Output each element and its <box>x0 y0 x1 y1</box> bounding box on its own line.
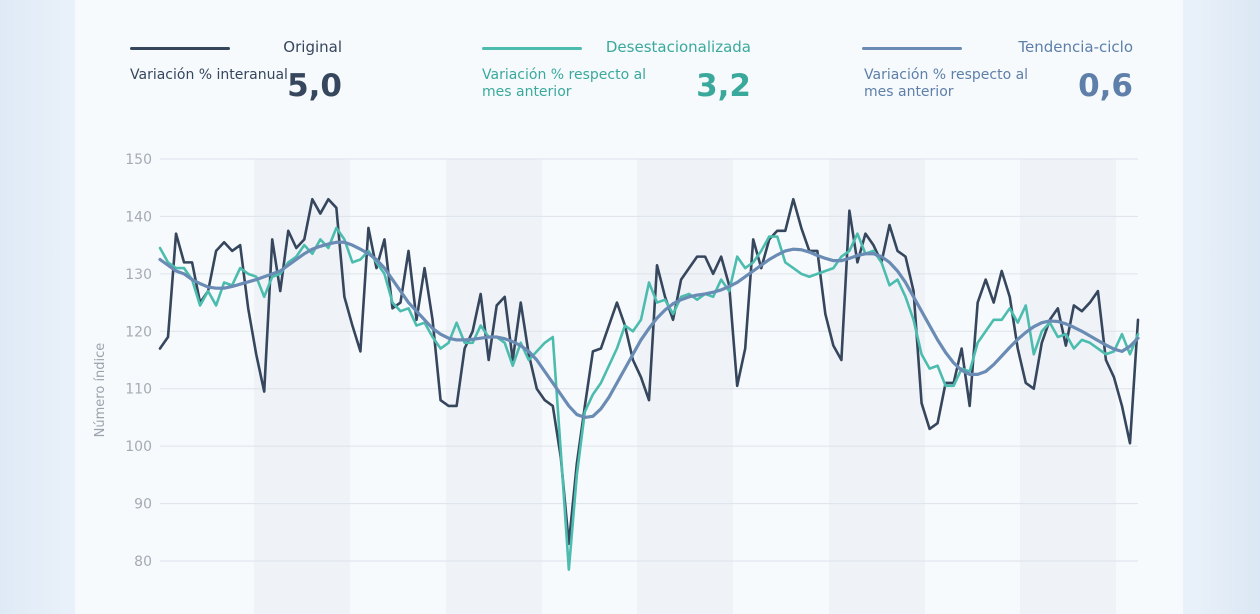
band <box>637 159 733 614</box>
legend-swatch <box>482 47 582 50</box>
series-line <box>158 226 1140 571</box>
legend-label: Desestacionalizada <box>605 38 751 56</box>
legend-item: Desestacionalizada Variación % respecto a… <box>482 38 751 108</box>
y-tick-label: 90 <box>134 497 152 513</box>
y-tick-label: 130 <box>125 267 152 283</box>
y-tick-label: 150 <box>125 152 152 168</box>
y-tick-label: 100 <box>125 439 152 455</box>
y-axis-label: Número índice <box>93 343 108 438</box>
y-tick-label: 110 <box>125 382 152 398</box>
indicator-value: 0,6 <box>1078 68 1133 104</box>
band <box>1020 159 1116 614</box>
indicator-label: Variación % respecto al mes anterior <box>864 67 1029 100</box>
year-bands <box>254 159 1116 614</box>
legend-label: Original <box>283 38 342 56</box>
band <box>446 159 542 614</box>
y-tick-label: 120 <box>125 324 152 340</box>
legend-label: Tendencia-ciclo <box>1018 38 1133 56</box>
indicator-value: 5,0 <box>287 68 342 104</box>
legend-swatch <box>130 47 230 50</box>
band <box>829 159 925 614</box>
legend-item: Original Variación % interanual 5,0 <box>130 38 342 108</box>
indicator-label: Variación % interanual <box>130 67 288 83</box>
indicator-label: Variación % respecto al mes anterior <box>482 67 647 100</box>
series-line <box>158 197 1140 546</box>
indicator-value: 3,2 <box>696 68 751 104</box>
y-tick-label: 140 <box>125 209 152 225</box>
legend-item: Tendencia-ciclo Variación % respecto al m… <box>862 38 1133 108</box>
series-line <box>158 240 1140 420</box>
y-tick-label: 80 <box>134 554 152 570</box>
legend-swatch <box>862 47 962 50</box>
